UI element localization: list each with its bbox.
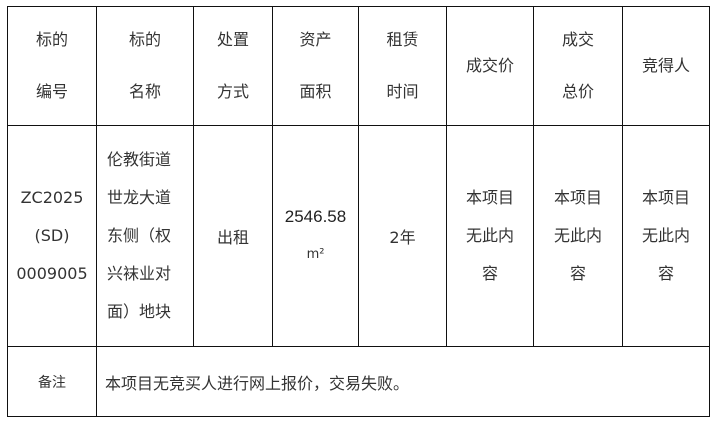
cell-total: 本项目 无此内容: [533, 125, 623, 347]
header-total: 成交 总价: [533, 6, 623, 126]
header-area: 资产 面积: [272, 6, 359, 126]
cell-text: m²: [306, 247, 325, 262]
cell-method: 出租: [193, 125, 273, 347]
cell-text: 本项目: [641, 188, 690, 207]
header-text: 成交: [561, 30, 594, 49]
note-text: 本项目无竞买人进行网上报价，交易失败。: [96, 346, 710, 417]
cell-text: 出租: [216, 228, 249, 247]
header-text: 方式: [216, 82, 249, 101]
header-text: 处置: [216, 30, 249, 49]
header-text: 面积: [299, 82, 332, 101]
header-text: 名称: [128, 82, 161, 101]
result-table: 标的编号 标的名称 处置方式 资产面积 租赁时间 成交价 成交总价 竞得人 ZC…: [7, 6, 710, 417]
header-method: 处置 方式: [193, 6, 273, 126]
header-lot-name: 标的 名称: [96, 6, 194, 126]
header-text: 租赁: [386, 30, 419, 49]
cell-text: 无此内: [641, 226, 690, 245]
cell-text: 0009005: [16, 264, 88, 283]
cell-price: 本项目 无此内容: [446, 125, 534, 347]
header-term: 租赁 时间: [358, 6, 447, 126]
header-text: 时间: [386, 82, 419, 101]
cell-text: 伦教街道: [107, 150, 172, 169]
header-text: 编号: [35, 82, 68, 101]
cell-text: 东侧（权: [107, 226, 172, 245]
cell-text: (SD): [34, 226, 70, 245]
note-row: 备注 本项目无竞买人进行网上报价，交易失败。: [7, 346, 710, 417]
cell-lot-name: 伦教街道世龙大道东侧（权兴袜业对面）地块: [96, 125, 194, 347]
cell-term: 2年: [358, 125, 447, 347]
cell-text: ZC2025: [20, 188, 84, 207]
table-row: ZC2025 (SD) 0009005 伦教街道世龙大道东侧（权兴袜业对面）地块 出…: [7, 125, 710, 347]
cell-winner: 本项目 无此内容: [622, 125, 710, 347]
header-row: 标的编号 标的名称 处置方式 资产面积 租赁时间 成交价 成交总价 竞得人: [7, 6, 710, 126]
cell-text: 世龙大道: [107, 188, 172, 207]
cell-text: 无此内: [553, 226, 602, 245]
cell-text: 兴袜业对: [107, 264, 172, 283]
header-price: 成交价: [446, 6, 534, 126]
cell-text: 本项目: [465, 188, 514, 207]
cell-text: 2年: [389, 228, 416, 247]
cell-lot-id: ZC2025 (SD) 0009005: [7, 125, 97, 347]
header-text: 资产: [299, 30, 332, 49]
header-text: 竞得人: [641, 56, 690, 75]
cell-text: 面）地块: [107, 302, 172, 321]
cell-text: 2546.58: [284, 207, 347, 226]
cell-text: 容: [657, 264, 674, 283]
cell-text: 本项目: [553, 188, 602, 207]
cell-area: 2546.58 m²: [272, 125, 359, 347]
cell-text: 容: [481, 264, 498, 283]
header-text: 标的: [128, 30, 161, 49]
cell-text: 容: [569, 264, 586, 283]
header-text: 标的: [35, 30, 68, 49]
cell-text: 无此内: [465, 226, 514, 245]
header-lot-id: 标的 编号: [7, 6, 97, 126]
header-text: 成交价: [465, 56, 514, 75]
note-label: 备注: [7, 346, 97, 417]
header-winner: 竞得人: [622, 6, 710, 126]
header-text: 总价: [561, 82, 594, 101]
